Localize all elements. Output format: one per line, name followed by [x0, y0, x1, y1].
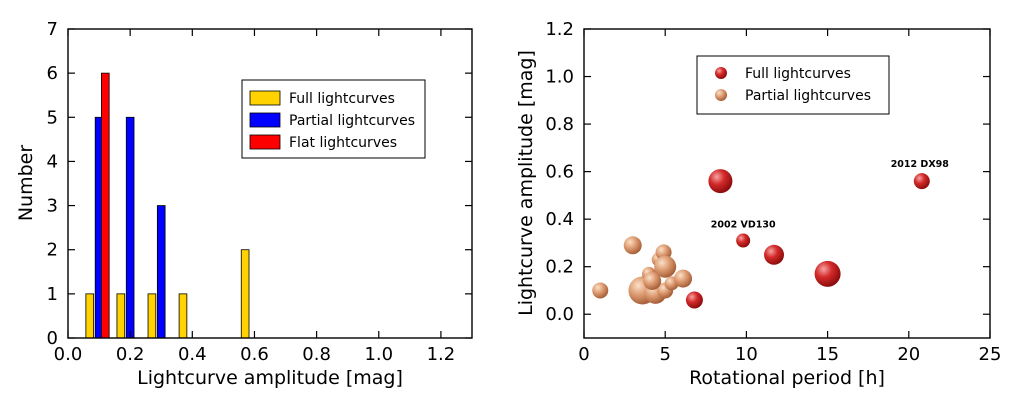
scatter-annotation: 2002 VD130 [711, 220, 776, 231]
legend-swatch-flat [249, 134, 281, 150]
scatter-y-tick-label: 0.4 [545, 209, 574, 230]
histogram-bar-0-1 [116, 293, 126, 339]
scatter-frame [583, 28, 991, 339]
scatter-legend-box [696, 55, 890, 115]
scatter-legend-marker-full [715, 67, 727, 79]
histogram-legend-flat: Flat lightcurves [289, 135, 397, 151]
histogram-bar-1-2 [156, 205, 166, 339]
histogram-y-tick-label: 1 [47, 284, 58, 305]
scatter-legend-marker-partial [715, 89, 727, 101]
scatter-x-tick-label: 10 [735, 344, 758, 365]
histogram-y-tick-label: 2 [47, 240, 58, 261]
histogram-y-tick-label: 3 [47, 196, 58, 217]
scatter-points: 2012 DX98 2002 VD130 [592, 159, 950, 309]
histogram-bar-0-0 [85, 293, 95, 339]
histogram-y-tick-label: 7 [47, 19, 58, 40]
scatter-x-tick-label: 15 [816, 344, 839, 365]
scatter-point-0-4 [814, 260, 841, 287]
histogram-x-tick-label: 0.8 [302, 344, 331, 365]
histogram-bars [85, 72, 250, 339]
scatter-y-tick-label: 0.0 [545, 304, 574, 325]
scatter-y-tick-label: 0.6 [545, 162, 574, 183]
scatter-y-tick-label: 1.0 [545, 67, 574, 88]
histogram-x-tick-label: 0.2 [116, 344, 145, 365]
scatter-x-tick-label: 25 [979, 344, 1002, 365]
histogram-bar-0-3 [178, 293, 188, 339]
scatter-x-axis-title: Rotational period [h] [689, 367, 885, 389]
histogram-y-tick-label: 4 [47, 151, 58, 172]
histogram-x-axis-title: Lightcurve amplitude [mag] [137, 367, 403, 389]
scatter-x-tick-label: 20 [897, 344, 920, 365]
legend-swatch-partial [249, 112, 281, 128]
histogram-x-tick-label: 0.0 [54, 344, 83, 365]
scatter-point-1-0 [592, 282, 609, 299]
histogram-bar-1-1 [125, 116, 135, 339]
scatter-point-0-5 [685, 291, 703, 309]
scatter-point-0-1 [913, 173, 930, 190]
scatter-point-0-0 [708, 169, 733, 194]
histogram-y-axis-title: Number [15, 145, 37, 222]
histogram-x-tick-label: 1.0 [364, 344, 393, 365]
scatter-point-1-11 [643, 271, 662, 290]
histogram-y-tick-label: 6 [47, 63, 58, 84]
scatter-point-1-10 [674, 269, 693, 288]
scatter-legend-partial: Partial lightcurves [745, 88, 871, 104]
histogram-legend: Full lightcurves Partial lightcurves Fla… [241, 79, 426, 159]
histogram-legend-partial: Partial lightcurves [289, 113, 415, 129]
scatter-annotation: 2012 DX98 [891, 159, 950, 170]
histogram-ticks: 0.0 0.2 0.4 0.6 0.8 1.0 1.2 0 1 2 3 4 5 6 7 [47, 19, 472, 365]
scatter-y-tick-label: 0.2 [545, 257, 574, 278]
scatter-ticks: 0 5 10 15 20 25 0.0 0.2 0.4 0.6 0.8 1.0 1.2 [545, 19, 1001, 365]
histogram-x-tick-label: 1.2 [427, 344, 456, 365]
scatter-legend: Full lightcurves Partial lightcurves [696, 55, 890, 115]
scatter-y-axis-title: Lightcurve amplitude [mag] [515, 50, 537, 316]
scatter-x-tick-label: 5 [659, 344, 670, 365]
scatter-point-1-1 [623, 236, 642, 255]
scatter-point-0-2 [736, 233, 751, 248]
scatter-y-tick-label: 0.8 [545, 114, 574, 135]
scatter-legend-full: Full lightcurves [745, 66, 851, 82]
scatter-y-tick-label: 1.2 [545, 19, 574, 40]
legend-swatch-full [249, 90, 281, 106]
histogram-y-tick-label: 0 [47, 328, 58, 349]
scatter-x-tick-label: 0 [578, 344, 589, 365]
histogram-bar-2-0 [101, 72, 110, 339]
histogram-frame [67, 28, 473, 339]
histogram-x-tick-label: 0.6 [240, 344, 269, 365]
histogram-chart: 0.0 0.2 0.4 0.6 0.8 1.0 1.2 0 1 2 3 4 5 6 7 Lightcurve… [15, 19, 473, 389]
histogram-y-tick-label: 5 [47, 107, 58, 128]
histogram-bar-0-4 [240, 249, 250, 339]
scatter-point-0-3 [764, 244, 785, 265]
histogram-legend-full: Full lightcurves [289, 91, 395, 107]
histogram-x-tick-label: 0.4 [178, 344, 207, 365]
scatter-point-1-7 [654, 255, 677, 278]
histogram-bar-0-2 [147, 293, 157, 339]
